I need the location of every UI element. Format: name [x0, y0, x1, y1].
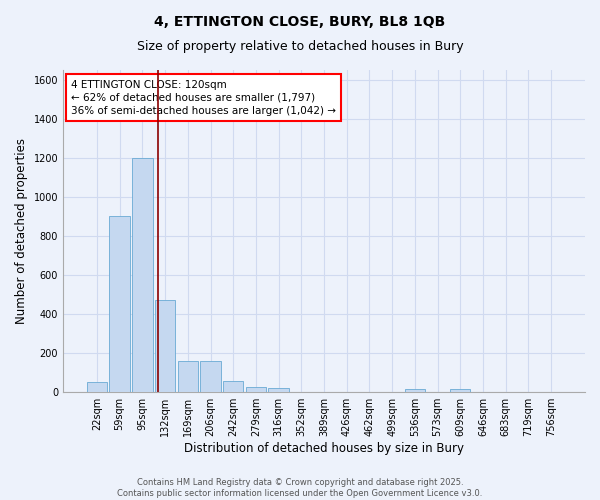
Text: Size of property relative to detached houses in Bury: Size of property relative to detached ho… [137, 40, 463, 53]
Bar [450, 390, 470, 392]
X-axis label: Distribution of detached houses by size in Bury: Distribution of detached houses by size … [184, 442, 464, 455]
Text: 4 ETTINGTON CLOSE: 120sqm
← 62% of detached houses are smaller (1,797)
36% of se: 4 ETTINGTON CLOSE: 120sqm ← 62% of detac… [71, 80, 336, 116]
Bar [404, 390, 425, 392]
Bar [268, 388, 289, 392]
Bar [155, 300, 175, 392]
Bar [178, 361, 198, 392]
Text: Contains HM Land Registry data © Crown copyright and database right 2025.
Contai: Contains HM Land Registry data © Crown c… [118, 478, 482, 498]
Bar [200, 361, 221, 392]
Bar [87, 382, 107, 392]
Bar [109, 216, 130, 392]
Bar [245, 386, 266, 392]
Bar [132, 158, 152, 392]
Bar [223, 382, 244, 392]
Y-axis label: Number of detached properties: Number of detached properties [15, 138, 28, 324]
Text: 4, ETTINGTON CLOSE, BURY, BL8 1QB: 4, ETTINGTON CLOSE, BURY, BL8 1QB [154, 15, 446, 29]
